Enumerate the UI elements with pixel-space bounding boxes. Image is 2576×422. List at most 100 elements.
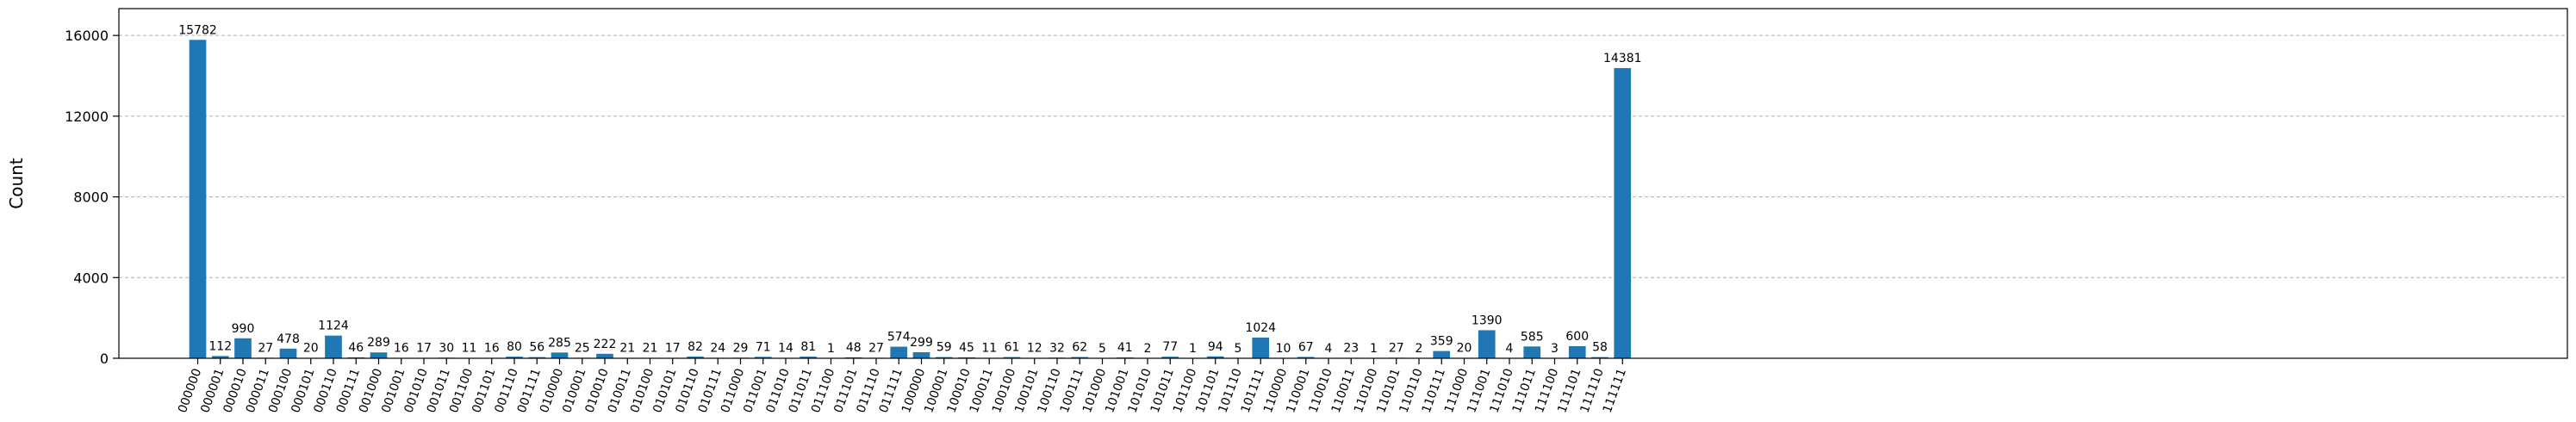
bar-value-label: 16 — [394, 342, 409, 356]
bar-value-label: 27 — [1389, 341, 1404, 355]
bar — [1591, 357, 1608, 358]
bar — [1614, 68, 1632, 358]
y-tick-label: 16000 — [65, 28, 109, 44]
y-axis-label: Count — [6, 158, 27, 209]
bar-value-label: 222 — [594, 338, 617, 351]
bar-value-label: 11 — [462, 342, 477, 356]
bar — [325, 335, 342, 358]
bar-value-label: 600 — [1565, 330, 1589, 344]
bar-value-label: 21 — [643, 342, 658, 356]
bar-value-label: 71 — [756, 340, 771, 354]
bar-value-label: 81 — [800, 340, 816, 354]
bar-value-label: 94 — [1208, 340, 1223, 354]
bar-value-label: 77 — [1162, 340, 1178, 354]
bar-value-label: 59 — [936, 341, 952, 355]
bar-value-label: 11 — [981, 342, 997, 356]
bar-value-label: 41 — [1117, 341, 1133, 355]
bar-value-label: 5 — [1098, 342, 1106, 356]
y-tick-label: 8000 — [73, 189, 109, 206]
bar — [890, 346, 908, 358]
bar-value-label: 29 — [733, 341, 749, 355]
bar-value-label: 27 — [868, 341, 884, 355]
bar-value-label: 10 — [1276, 342, 1291, 356]
bar-value-label: 24 — [710, 341, 725, 355]
bar-value-label: 27 — [258, 341, 273, 355]
bar-value-label: 1 — [1189, 342, 1197, 356]
bar-value-label: 359 — [1430, 335, 1453, 349]
bar-value-label: 285 — [548, 336, 571, 350]
bar — [211, 356, 229, 358]
bar-value-label: 5 — [1235, 342, 1242, 356]
bar — [1478, 330, 1496, 358]
bar-value-label: 1024 — [1245, 321, 1276, 335]
bar — [528, 357, 546, 358]
bar — [935, 357, 953, 358]
bar — [1433, 351, 1451, 358]
bar-value-label: 32 — [1049, 341, 1065, 355]
bar-value-label: 61 — [1005, 341, 1020, 355]
bar — [189, 40, 207, 358]
bar-value-label: 80 — [507, 340, 522, 354]
plot-frame — [118, 8, 2568, 359]
bar-value-label: 16 — [484, 342, 500, 356]
bar-value-label: 56 — [529, 341, 544, 355]
bar — [754, 357, 772, 358]
bar-value-label: 1 — [1370, 342, 1378, 356]
bar-value-label: 62 — [1072, 341, 1087, 355]
y-tick-label: 0 — [100, 351, 109, 367]
bar-value-label: 17 — [416, 342, 432, 356]
y-tick-label: 4000 — [73, 270, 109, 286]
bar-value-label: 1124 — [318, 320, 349, 333]
bar — [1206, 356, 1224, 358]
bar-value-label: 3 — [1551, 342, 1559, 356]
bar-value-label: 14 — [778, 342, 793, 356]
bar-value-label: 1390 — [1472, 313, 1503, 327]
bar-value-label: 1 — [827, 342, 835, 356]
bar — [1297, 357, 1315, 358]
bar-value-label: 46 — [348, 341, 364, 355]
bar-value-label: 15782 — [178, 23, 217, 37]
bar-value-label: 478 — [277, 332, 300, 346]
bar-value-label: 2 — [1144, 342, 1152, 356]
bar — [912, 351, 930, 358]
bar-value-label: 12 — [1027, 342, 1042, 356]
bar-value-label: 990 — [232, 322, 255, 336]
bar-value-label: 21 — [619, 342, 635, 356]
y-axis: 0 4000 8000 12000 16000 — [65, 28, 119, 367]
bar-value-label: 67 — [1298, 340, 1314, 354]
bar — [687, 357, 704, 358]
bar-value-label: 4 — [1506, 342, 1514, 356]
bar-value-label: 30 — [439, 341, 454, 355]
bar-value-label: 574 — [887, 331, 911, 344]
bar — [234, 338, 252, 358]
bar-value-label: 23 — [1343, 341, 1359, 355]
bar-value-label: 17 — [665, 342, 681, 356]
bar-value-label: 2 — [1416, 342, 1423, 356]
y-gridlines — [119, 34, 2567, 278]
bar — [800, 357, 818, 358]
bar — [551, 352, 569, 358]
bar — [596, 353, 613, 358]
bar-value-label: 45 — [959, 341, 974, 355]
bar-value-label: 112 — [208, 339, 232, 353]
bar — [1003, 357, 1021, 358]
bar-value-label: 299 — [910, 336, 933, 350]
bar-value-label: 20 — [303, 342, 319, 356]
bar-value-label: 25 — [575, 341, 590, 355]
bars — [189, 40, 1632, 358]
y-tick-label: 12000 — [65, 109, 109, 125]
bar — [1071, 357, 1089, 358]
bar-value-label: 58 — [1592, 341, 1608, 355]
bar — [1568, 345, 1586, 358]
bar — [370, 352, 388, 358]
bar — [506, 357, 523, 358]
bar — [279, 348, 297, 358]
bar — [1161, 357, 1179, 358]
bar-value-label: 48 — [846, 341, 862, 355]
bar — [1252, 338, 1270, 358]
bar-value-label: 14381 — [1603, 52, 1642, 65]
bar-value-label: 585 — [1521, 330, 1544, 344]
x-axis: 0000000000010000100000110001000001010001… — [176, 358, 1629, 415]
